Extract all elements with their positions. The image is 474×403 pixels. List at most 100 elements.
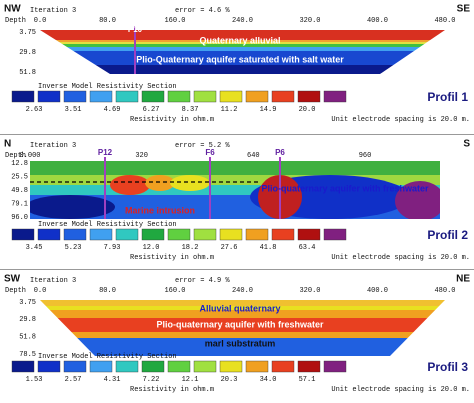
legend-value: 3.51 — [65, 106, 82, 114]
resistivity-zone — [145, 175, 175, 191]
color-swatch — [63, 360, 87, 373]
color-swatch — [167, 360, 191, 373]
color-swatch — [115, 228, 139, 241]
x-label: 160.0 — [164, 17, 185, 25]
depth-label: Depth — [5, 17, 26, 25]
depth-value: 29.8 — [19, 49, 36, 57]
section — [40, 300, 445, 356]
x-label: 80.0 — [99, 17, 116, 25]
resistivity-band — [40, 30, 445, 40]
annotation: Alluvial quaternary — [199, 303, 280, 313]
legend-value: 18.2 — [182, 244, 199, 252]
x-label: 320 — [135, 152, 148, 160]
x-label: 960 — [359, 152, 372, 160]
resistivity-zone — [110, 175, 150, 195]
resistivity-band — [30, 161, 440, 175]
profile-panel: NW SE Depth Iteration 3 error = 4.6 % 0.0 80.0… — [4, 4, 471, 124]
color-swatch — [167, 228, 191, 241]
color-swatch — [193, 90, 217, 103]
color-swatch — [245, 360, 269, 373]
iteration: Iteration 3 — [30, 277, 76, 285]
x-label: 160.0 — [164, 287, 185, 295]
color-swatch — [89, 90, 113, 103]
legend-value: 57.1 — [299, 376, 316, 384]
annotation: Plio-quaternary aquifer with freshwater — [261, 183, 429, 193]
color-swatch — [115, 90, 139, 103]
section — [40, 30, 445, 74]
legend-value: 11.2 — [221, 106, 238, 114]
legend-value: 7.93 — [104, 244, 121, 252]
color-swatch — [11, 228, 35, 241]
direction-right: S — [463, 139, 470, 150]
color-swatch — [219, 228, 243, 241]
well-label: P10 — [128, 25, 143, 34]
spacing: Unit electrode spacing is 20.0 m. — [331, 386, 470, 394]
x-label: 640 — [247, 152, 260, 160]
color-swatch — [297, 90, 321, 103]
legend-title: Inverse Model Resistivity Section — [38, 83, 177, 91]
resistivity-zone — [395, 181, 440, 219]
color-swatch — [219, 360, 243, 373]
color-swatch — [193, 360, 217, 373]
well-label: F6 — [205, 148, 215, 157]
resistivity-zone — [30, 195, 115, 219]
legend-value: 12.0 — [143, 244, 160, 252]
color-swatch — [89, 228, 113, 241]
resistivity-band — [40, 51, 445, 65]
annotation: Plio-Quaternary aquifer saturated with s… — [136, 54, 344, 64]
direction-left: NW — [4, 4, 21, 15]
units: Resistivity in ohm.m — [130, 254, 214, 262]
depth-value: 3.75 — [19, 29, 36, 37]
color-swatch — [323, 90, 347, 103]
depth-value: 49.8 — [11, 187, 28, 195]
legend-value: 4.31 — [104, 376, 121, 384]
color-swatch — [271, 90, 295, 103]
resistivity-band — [40, 40, 445, 42]
legend-value: 3.45 — [26, 244, 43, 252]
profile-panel: SW NE Depth Iteration 3 error = 4.9 % 0.0 80.0… — [4, 274, 470, 394]
legend-value: 8.37 — [182, 106, 199, 114]
x-label: 0.000 — [19, 152, 40, 160]
units: Resistivity in ohm.m — [130, 116, 214, 124]
color-swatch — [141, 228, 165, 241]
profile-panel: N S Depth Iteration 3 error = 5.2 % 0.000 320 6… — [4, 139, 470, 262]
direction-right: SE — [457, 4, 471, 15]
color-swatch — [219, 90, 243, 103]
resistivity-band — [40, 332, 445, 338]
direction-right: NE — [456, 274, 470, 285]
legend-value: 2.57 — [65, 376, 82, 384]
resistivity-band — [40, 338, 445, 356]
color-swatch — [89, 360, 113, 373]
legend-title: Inverse Model Resistivity Section — [38, 221, 177, 229]
depth-value: 3.75 — [19, 299, 36, 307]
depth-value: 51.8 — [19, 69, 36, 77]
legend-value: 20.0 — [299, 106, 316, 114]
x-label: 80.0 — [99, 287, 116, 295]
depth-value: 25.5 — [11, 173, 28, 181]
annotation: Quaternary alluvial — [199, 35, 280, 45]
color-swatch — [193, 228, 217, 241]
x-label: 0.0 — [34, 287, 47, 295]
legend-value: 12.1 — [182, 376, 199, 384]
profile-name: Profil 1 — [427, 90, 468, 104]
color-swatch — [323, 360, 347, 373]
color-swatch — [245, 90, 269, 103]
legend-value: 4.69 — [104, 106, 121, 114]
depth-label: Depth — [5, 287, 26, 295]
resistivity-band — [40, 318, 445, 332]
x-label: 320.0 — [299, 287, 320, 295]
spacing: Unit electrode spacing is 20.0 m. — [331, 116, 470, 124]
resistivity-band — [40, 310, 445, 318]
resistivity-zone — [170, 175, 210, 191]
color-swatch — [115, 360, 139, 373]
legend-value: 7.22 — [143, 376, 160, 384]
x-label: 480.0 — [434, 287, 455, 295]
resistivity-band — [30, 185, 440, 195]
legend-value: 63.4 — [299, 244, 316, 252]
units: Resistivity in ohm.m — [130, 386, 214, 394]
well-label: P6 — [275, 148, 285, 157]
color-swatch — [245, 228, 269, 241]
annotation: marl substratum — [205, 338, 276, 348]
resistivity-band — [30, 175, 440, 185]
